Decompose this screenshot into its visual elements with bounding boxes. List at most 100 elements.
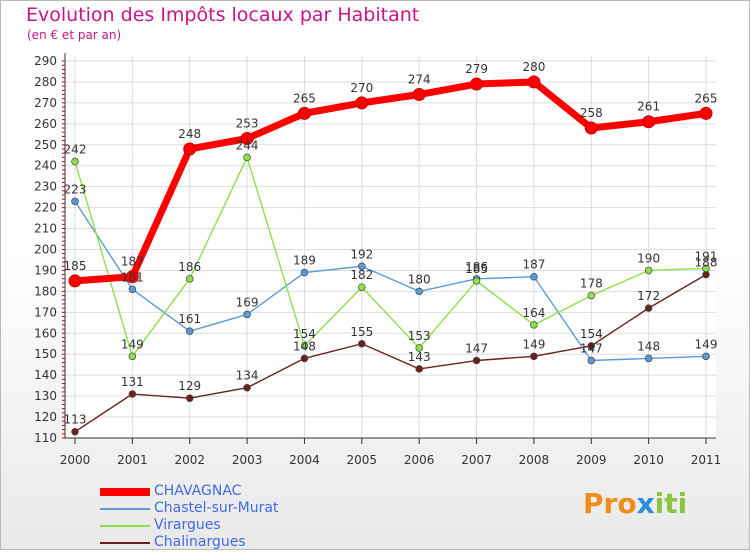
x-tick-label: 2011 [691, 453, 722, 467]
y-tick-label: 250 [34, 138, 57, 152]
y-tick-label: 180 [34, 284, 57, 298]
line-chart: 110 120 130 140 150 160 170 180 190 200 210 220 230 2… [34, 53, 722, 467]
data-label: 265 [293, 91, 316, 105]
y-tick-label: 290 [34, 54, 57, 68]
x-tick-label: 2008 [519, 453, 550, 467]
data-point [644, 266, 653, 275]
data-label: 134 [236, 369, 259, 383]
data-label: 279 [465, 62, 488, 76]
data-point [243, 153, 251, 162]
data-point [584, 121, 598, 135]
data-point [71, 157, 79, 166]
data-label: 188 [695, 256, 718, 270]
data-point [472, 277, 481, 285]
data-label: 149 [695, 337, 718, 351]
y-tick-label: 210 [34, 222, 57, 236]
data-point [300, 268, 309, 277]
series-line-virargues [74, 156, 707, 358]
data-label: 190 [637, 251, 660, 265]
data-label: 274 [408, 73, 431, 87]
data-point [185, 327, 194, 335]
data-label: 261 [637, 100, 660, 114]
data-label: 186 [465, 260, 488, 274]
data-point [185, 394, 194, 402]
y-tick-label: 120 [34, 410, 57, 424]
x-tick-label: 2004 [289, 453, 320, 467]
data-point [415, 365, 423, 373]
data-label: 172 [637, 289, 660, 303]
data-point [470, 77, 484, 91]
series-line-chavagnac [71, 78, 710, 285]
legend-label: Chalinargues [154, 534, 246, 550]
data-label: 180 [408, 272, 431, 286]
data-point [71, 197, 79, 206]
y-tick-label: 160 [34, 326, 57, 340]
y-tick-label: 170 [34, 305, 57, 319]
x-tick-label: 2006 [404, 453, 435, 467]
data-label: 153 [408, 329, 431, 343]
y-tick-label: 140 [34, 368, 57, 382]
data-point [412, 88, 426, 102]
data-label: 113 [64, 413, 87, 427]
data-label: 192 [350, 247, 373, 261]
y-tick-label: 230 [34, 180, 57, 194]
data-point [68, 274, 82, 288]
data-label: 161 [178, 312, 201, 326]
data-point [702, 352, 710, 361]
data-label: 154 [293, 327, 316, 341]
data-point [243, 383, 251, 392]
legend-label: Virargues [154, 517, 221, 533]
data-point [300, 342, 309, 350]
data-label: 155 [350, 325, 373, 339]
data-label: 178 [580, 277, 603, 291]
data-label: 147 [465, 342, 488, 356]
data-label: 191 [695, 249, 718, 263]
x-tick-label: 2010 [633, 453, 664, 467]
data-point [642, 115, 656, 129]
data-point [358, 340, 366, 348]
data-label: 187 [121, 255, 144, 269]
data-label: 189 [293, 254, 316, 268]
legend-swatch [100, 542, 150, 544]
data-label: 270 [350, 81, 373, 95]
data-label: 131 [121, 375, 144, 389]
data-label: 169 [236, 295, 259, 309]
x-tick-label: 2001 [117, 453, 148, 467]
data-label: 148 [637, 339, 660, 353]
series-line-chalinargues [74, 273, 707, 433]
data-label: 143 [408, 350, 431, 364]
x-tick-label: 2002 [174, 453, 205, 467]
chart-title: Evolution des Impôts locaux par Habitant [26, 4, 420, 26]
data-label: 265 [695, 91, 718, 105]
data-label: 185 [64, 259, 87, 273]
data-label: 154 [580, 327, 603, 341]
legend-swatch [100, 488, 150, 496]
data-point [530, 321, 538, 329]
data-point [587, 291, 596, 300]
x-tick-label: 2009 [576, 453, 607, 467]
y-tick-label: 220 [34, 201, 57, 215]
data-point [243, 310, 251, 319]
data-label: 244 [236, 138, 259, 152]
y-tick-label: 240 [34, 159, 57, 173]
data-label: 181 [121, 270, 144, 284]
data-point [128, 390, 137, 398]
legend-label: Chastel-sur-Murat [154, 500, 279, 516]
data-point [355, 96, 369, 110]
data-point [128, 352, 137, 361]
data-label: 186 [178, 260, 201, 274]
x-tick-label: 2003 [232, 453, 263, 467]
data-point [415, 344, 423, 352]
data-label: 129 [178, 379, 201, 393]
data-point [530, 352, 538, 361]
data-point [240, 131, 254, 145]
data-point [297, 106, 311, 120]
data-label: 280 [522, 60, 545, 74]
data-point [358, 262, 366, 271]
y-tick-label: 130 [34, 389, 57, 403]
data-point [527, 75, 541, 89]
x-tick-label: 2007 [461, 453, 492, 467]
series-line-chastel-sur-murat [74, 200, 707, 362]
y-tick-label: 260 [34, 117, 57, 131]
y-tick-label: 150 [34, 347, 57, 361]
